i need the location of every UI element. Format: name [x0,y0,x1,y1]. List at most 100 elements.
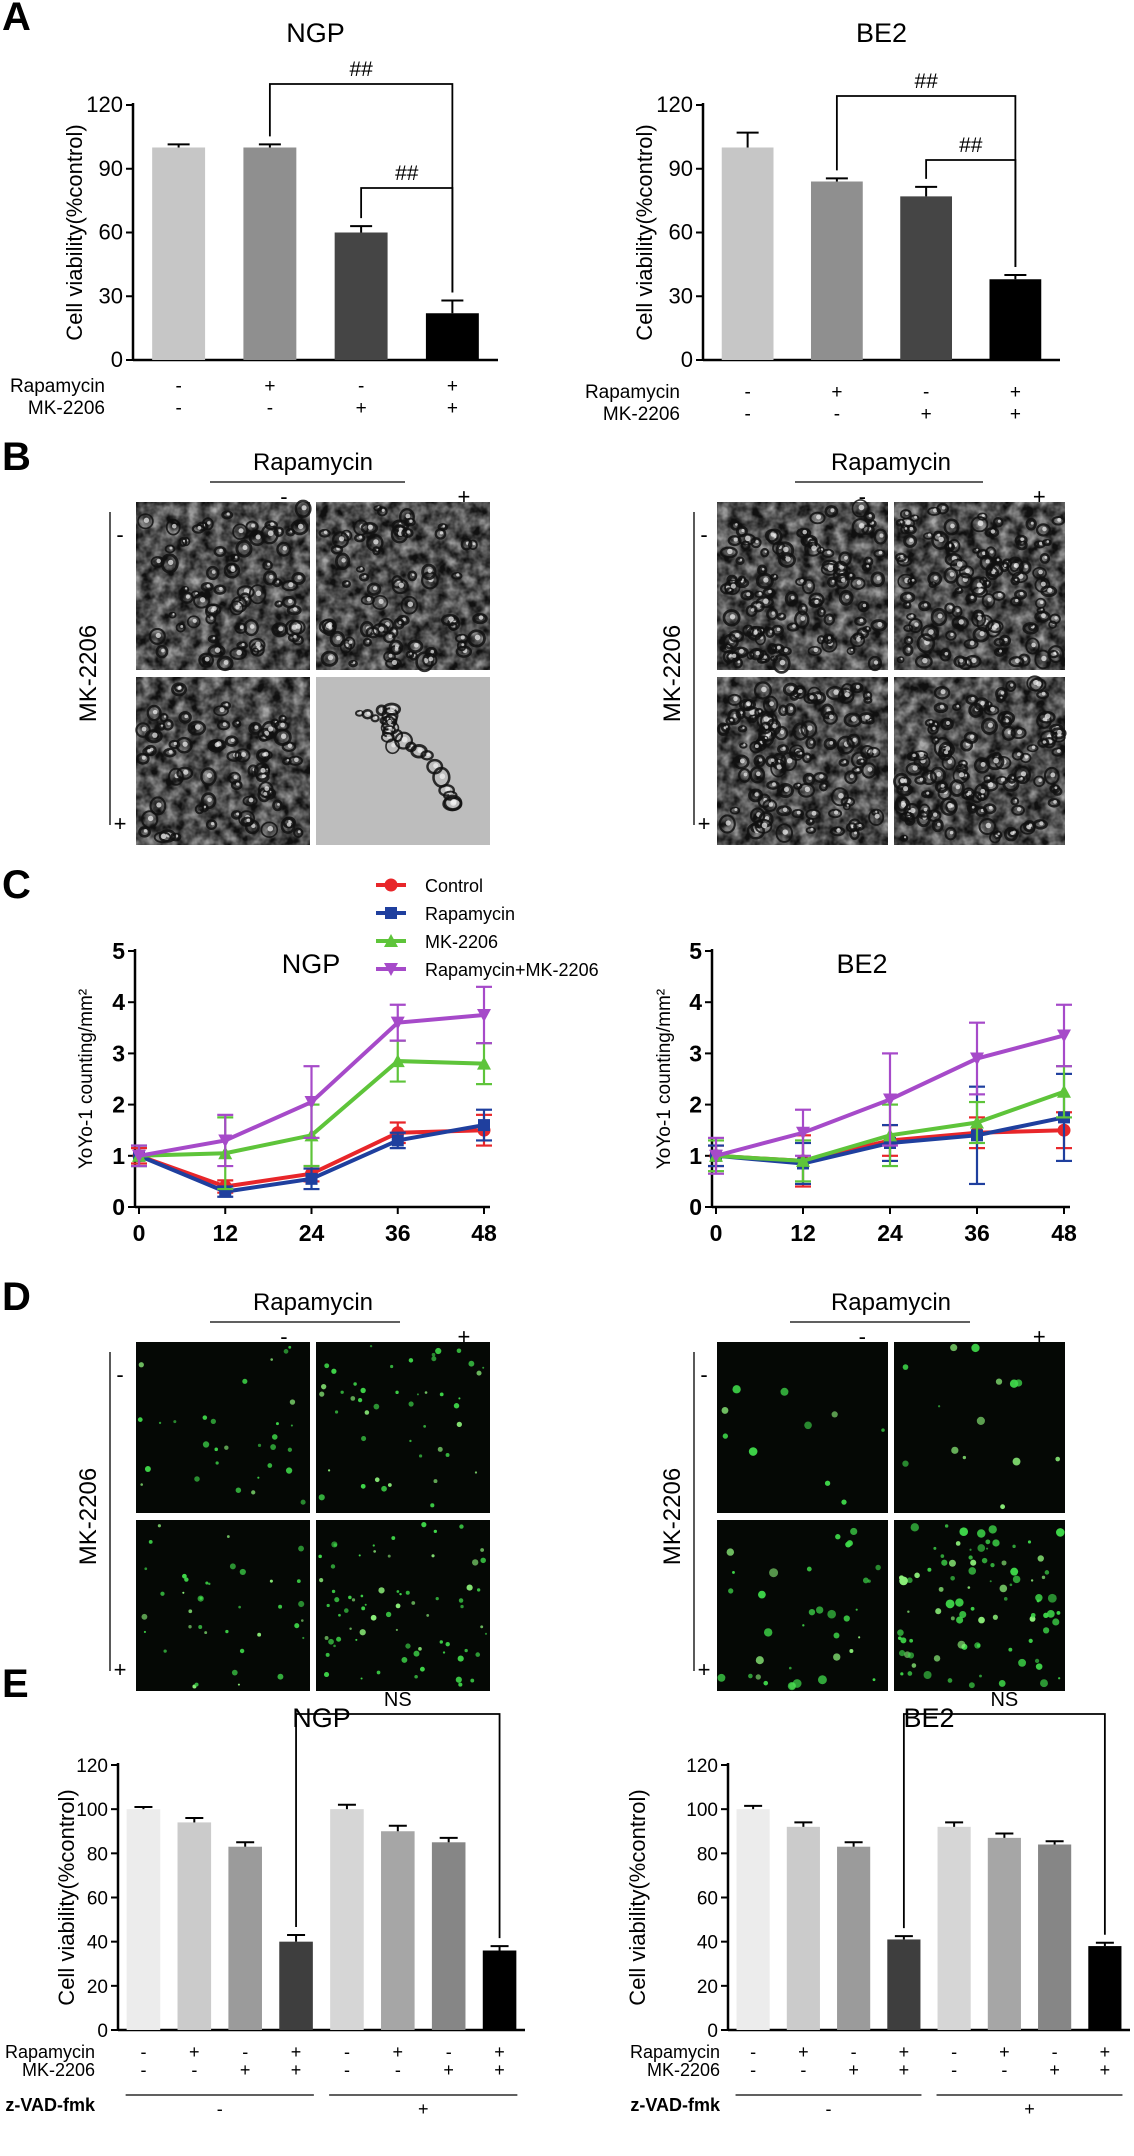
panel-letter-d: D [2,1275,31,1319]
bar [837,1846,871,2030]
condition-sign: - [744,382,750,403]
y-tick-label: 80 [697,1844,718,1865]
data-point [883,1093,897,1107]
y-tick-label: 120 [76,1756,108,1777]
condition-sign: + [447,376,458,397]
data-point [132,1149,146,1163]
y-axis-label: Cell viability(%control) [625,1789,650,2005]
y-tick-label: 90 [669,156,693,181]
y-tick-label: 2 [112,1092,125,1118]
bar [810,181,863,360]
panel-letter-c: C [2,863,31,907]
condition-sign: + [999,2042,1010,2062]
data-point [1057,1029,1071,1043]
y-tick-label: 0 [111,347,123,372]
chart-title: NGP [282,949,341,979]
treatment-label: MK-2206 [659,625,686,722]
y-tick-label: 100 [76,1800,108,1821]
data-point [709,1149,723,1163]
condition-sign: - [923,382,929,403]
group-sign: + [1024,2099,1035,2119]
group-sign: + [418,2099,429,2119]
condition-sign: + [447,398,458,419]
condition-sign: - [750,2042,756,2062]
data-point [477,1009,491,1022]
data-point [478,1119,490,1132]
sign-minus: - [859,484,866,509]
data-point [390,1054,405,1068]
condition-sign: + [494,2060,505,2080]
y-tick-label: 0 [689,1194,702,1220]
data-point [391,1134,404,1147]
y-tick-label: 90 [99,156,123,181]
chart-title: BE2 [836,949,887,979]
y-tick-label: 120 [686,1756,718,1777]
condition-sign: - [344,2042,350,2062]
brightfield-micrograph: BE2 - / + [717,677,888,845]
bar [431,1842,466,2030]
condition-sign: + [291,2042,302,2062]
data-point [970,1115,984,1129]
fluorescence-micrograph: BE2 - / + [717,1520,888,1691]
y-tick-label: 1 [112,1143,125,1169]
chart-e-be2: BE2 Cell viability(%control) 0 20 40 60 80 100 1… [625,1689,1130,2119]
condition-sign: - [175,376,181,397]
y-tick-label: 0 [112,1194,125,1220]
y-tick-label: 40 [87,1933,108,1954]
data-point [390,1016,405,1030]
chart-title: BE2 [856,18,907,48]
sign-minus: - [700,522,707,547]
condition-sign: + [1049,2060,1060,2080]
chart-e-ngp: NGP Cell viability(%control) 0 20 40 60 80 100 1… [5,1689,525,2119]
data-point [477,1056,491,1070]
x-tick-label: 48 [1051,1220,1077,1246]
fluorescence-micrograph: NGP - / + [136,1520,310,1691]
legend-c: Control Rapamycin MK-2206 Rapamycin+MK-2206 [376,876,599,980]
panel-letter-a: A [2,0,31,39]
brightfield-micrograph: NGP - / + [135,677,310,845]
significance-bracket [925,159,1017,267]
condition-sign: + [1010,382,1021,403]
bar [126,1809,161,2030]
y-axis-label: Cell viability(%control) [62,124,87,340]
chart-a-ngp: NGP Cell viability(%control) 0 30 60 90 120 ## #… [10,18,498,419]
chart-title: BE2 [903,1703,954,1733]
condition-sign: - [951,2060,957,2080]
condition-name: Rapamycin [585,382,680,403]
significance-bracket [902,1713,1106,1935]
condition-name: Rapamycin [10,376,105,397]
treatment-label: MK-2206 [75,1468,102,1565]
data-point [384,878,398,892]
fluorescence-micrograph: NGP + / + [316,1520,490,1691]
condition-sign: - [800,2060,806,2080]
y-tick-label: 60 [669,220,693,245]
sign-minus: - [859,1324,866,1349]
treatment-label: Rapamycin [253,1289,373,1316]
y-tick-label: 60 [87,1889,108,1910]
bar [334,232,388,360]
legend-entry: Rapamycin+MK-2206 [425,960,599,980]
fluorescence-micrograph: BE2 + / + [894,1520,1065,1691]
y-tick-label: 4 [689,989,702,1015]
y-tick-label: 1 [689,1143,702,1169]
treatment-label: MK-2206 [659,1468,686,1565]
y-tick-label: 80 [87,1844,108,1865]
sign-plus: + [114,1657,127,1682]
fluorescence-micrograph: NGP + / - [316,1342,490,1513]
legend-entry: Rapamycin [425,904,515,924]
panel-letter-b: B [2,435,31,479]
data-point [385,907,397,919]
y-tick-label: 0 [707,2021,718,2042]
significance-bracket [295,1713,501,1939]
data-point [796,1153,810,1167]
significance-label: NS [384,1689,412,1711]
significance-label: ## [395,162,419,185]
bar [425,313,479,360]
sign-minus: - [116,1362,123,1387]
y-tick-label: 3 [689,1040,702,1066]
group-condition-name: z-VAD-fmk [630,2095,721,2115]
y-tick-label: 4 [112,989,125,1015]
y-axis-label: YoYo-1 counting/mm² [654,989,675,1169]
significance-label: ## [959,134,983,157]
x-tick-label: 24 [299,1220,325,1246]
